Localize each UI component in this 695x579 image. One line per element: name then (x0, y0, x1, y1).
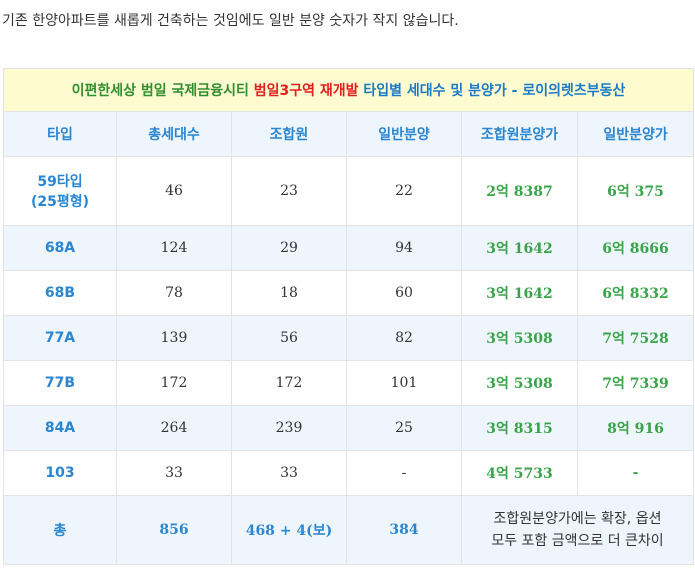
total-general: 384 (346, 495, 462, 565)
general-price-cell: - (576, 450, 695, 496)
header-row: 타입 총세대수 조합원 일반분양 조합원분양가 일반분양가 (3, 111, 695, 157)
table-row: 77A 139 56 82 3억 5308 7억 7528 (3, 315, 695, 361)
member-price-cell: 2억 8387 (461, 156, 578, 226)
title-part3: 타입별 세대수 및 분양가 - 로이의렛츠부동산 (358, 83, 626, 99)
header-total: 총세대수 (116, 111, 232, 157)
member-price-cell: 3억 5308 (461, 360, 578, 406)
general-price-cell: 7억 7339 (576, 360, 695, 406)
table-row: 68B 78 18 60 3억 1642 6억 8332 (3, 270, 695, 316)
member-cell: 18 (231, 270, 347, 316)
total-cell: 172 (116, 360, 232, 406)
total-cell: 78 (116, 270, 232, 316)
table-row: 103 33 33 - 4억 5733 - (3, 450, 695, 496)
total-label: 총 (3, 495, 117, 565)
total-units: 856 (116, 495, 232, 565)
member-cell: 29 (231, 225, 347, 271)
general-cell: 101 (346, 360, 462, 406)
note-line2: 모두 포함 금액으로 더 큰차이 (491, 533, 664, 549)
member-price-cell: 3억 1642 (461, 270, 578, 316)
type-cell: 84A (3, 405, 117, 451)
title-part1: 이편한세상 범일 국제금융시티 (71, 83, 254, 99)
table-title-row: 이편한세상 범일 국제금융시티 범일3구역 재개발 타입별 세대수 및 분양가 … (2, 68, 695, 112)
general-price-cell: 7억 7528 (576, 315, 695, 361)
general-price-cell: 6억 8332 (576, 270, 695, 316)
table-row: 77B 172 172 101 3억 5308 7억 7339 (3, 360, 695, 406)
general-cell: - (346, 450, 462, 496)
total-cell: 139 (116, 315, 232, 361)
member-cell: 23 (231, 156, 347, 226)
member-price-cell: 3억 5308 (461, 315, 578, 361)
total-row: 총 856 468 + 4(보) 384 조합원분양가에는 확장, 옵션 모두 … (3, 495, 695, 565)
table-row: 84A 264 239 25 3억 8315 8억 916 (3, 405, 695, 451)
total-member: 468 + 4(보) (231, 495, 347, 565)
member-price-cell: 4억 5733 (461, 450, 578, 496)
type-cell: 68A (3, 225, 117, 271)
title-part2: 범일3구역 재개발 (253, 83, 359, 99)
table-title: 이편한세상 범일 국제금융시티 범일3구역 재개발 타입별 세대수 및 분양가 … (2, 68, 695, 112)
price-note: 조합원분양가에는 확장, 옵션 모두 포함 금액으로 더 큰차이 (460, 495, 695, 565)
general-price-cell: 6억 8666 (576, 225, 695, 271)
general-cell: 25 (346, 405, 462, 451)
table-row: 68A 124 29 94 3억 1642 6억 8666 (3, 225, 695, 271)
price-table: 이편한세상 범일 국제금융시티 범일3구역 재개발 타입별 세대수 및 분양가 … (2, 68, 695, 565)
general-cell: 22 (346, 156, 462, 226)
general-cell: 94 (346, 225, 462, 271)
total-cell: 33 (116, 450, 232, 496)
total-cell: 264 (116, 405, 232, 451)
general-cell: 82 (346, 315, 462, 361)
member-cell: 172 (231, 360, 347, 406)
intro-text: 기존 한양아파트를 새롭게 건축하는 것임에도 일반 분양 숫자가 작지 않습니… (2, 13, 459, 29)
general-price-cell: 8억 916 (576, 405, 695, 451)
table-row: 59타입 (25평형) 46 23 22 2억 8387 6억 375 (3, 156, 695, 226)
member-cell: 239 (231, 405, 347, 451)
member-cell: 33 (231, 450, 347, 496)
type-cell: 77B (3, 360, 117, 406)
member-cell: 56 (231, 315, 347, 361)
member-price-cell: 3억 8315 (461, 405, 578, 451)
header-general: 일반분양 (346, 111, 462, 157)
header-type: 타입 (3, 111, 117, 157)
general-cell: 60 (346, 270, 462, 316)
general-price-cell: 6억 375 (576, 156, 695, 226)
header-member-price: 조합원분양가 (461, 111, 578, 157)
total-cell: 124 (116, 225, 232, 271)
type-cell: 68B (3, 270, 117, 316)
type-cell: 103 (3, 450, 117, 496)
type-cell: 77A (3, 315, 117, 361)
header-member: 조합원 (231, 111, 347, 157)
total-cell: 46 (116, 156, 232, 226)
header-general-price: 일반분양가 (576, 111, 695, 157)
type-cell: 59타입 (25평형) (3, 156, 117, 226)
note-line1: 조합원분양가에는 확장, 옵션 (493, 511, 662, 527)
member-price-cell: 3억 1642 (461, 225, 578, 271)
